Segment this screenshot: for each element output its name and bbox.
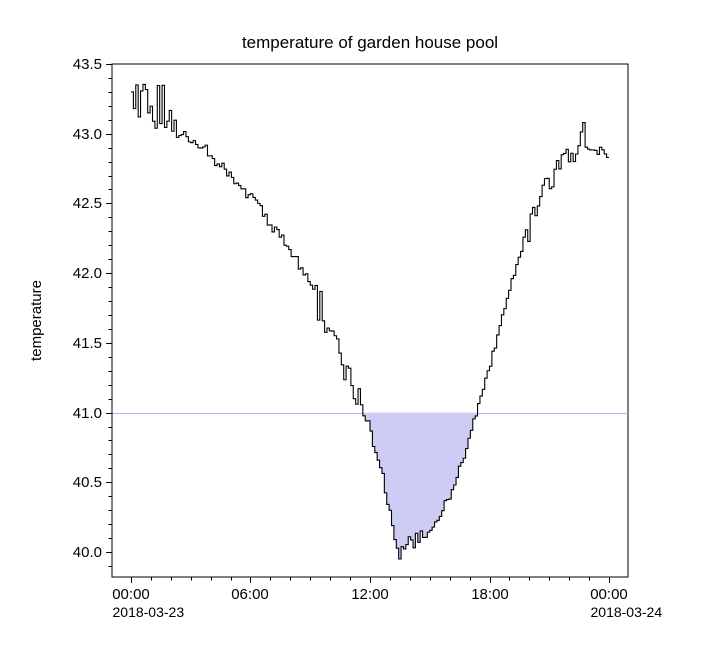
- svg-text:43.5: 43.5: [73, 56, 102, 73]
- svg-text:41.0: 41.0: [73, 405, 102, 422]
- svg-text:42.0: 42.0: [73, 265, 102, 282]
- svg-text:42.5: 42.5: [73, 195, 102, 212]
- svg-text:40.5: 40.5: [73, 474, 102, 491]
- svg-text:06:00: 06:00: [231, 586, 269, 603]
- svg-text:2018-03-23: 2018-03-23: [113, 604, 185, 620]
- svg-text:2018-03-24: 2018-03-24: [591, 604, 663, 620]
- svg-text:temperature: temperature: [28, 280, 45, 361]
- svg-text:43.0: 43.0: [73, 126, 102, 143]
- svg-text:18:00: 18:00: [471, 586, 509, 603]
- svg-text:00:00: 00:00: [112, 586, 150, 603]
- svg-text:12:00: 12:00: [351, 586, 389, 603]
- svg-text:00:00: 00:00: [590, 586, 628, 603]
- svg-text:temperature of garden house po: temperature of garden house pool: [242, 33, 498, 52]
- svg-text:40.0: 40.0: [73, 544, 102, 561]
- svg-text:41.5: 41.5: [73, 335, 102, 352]
